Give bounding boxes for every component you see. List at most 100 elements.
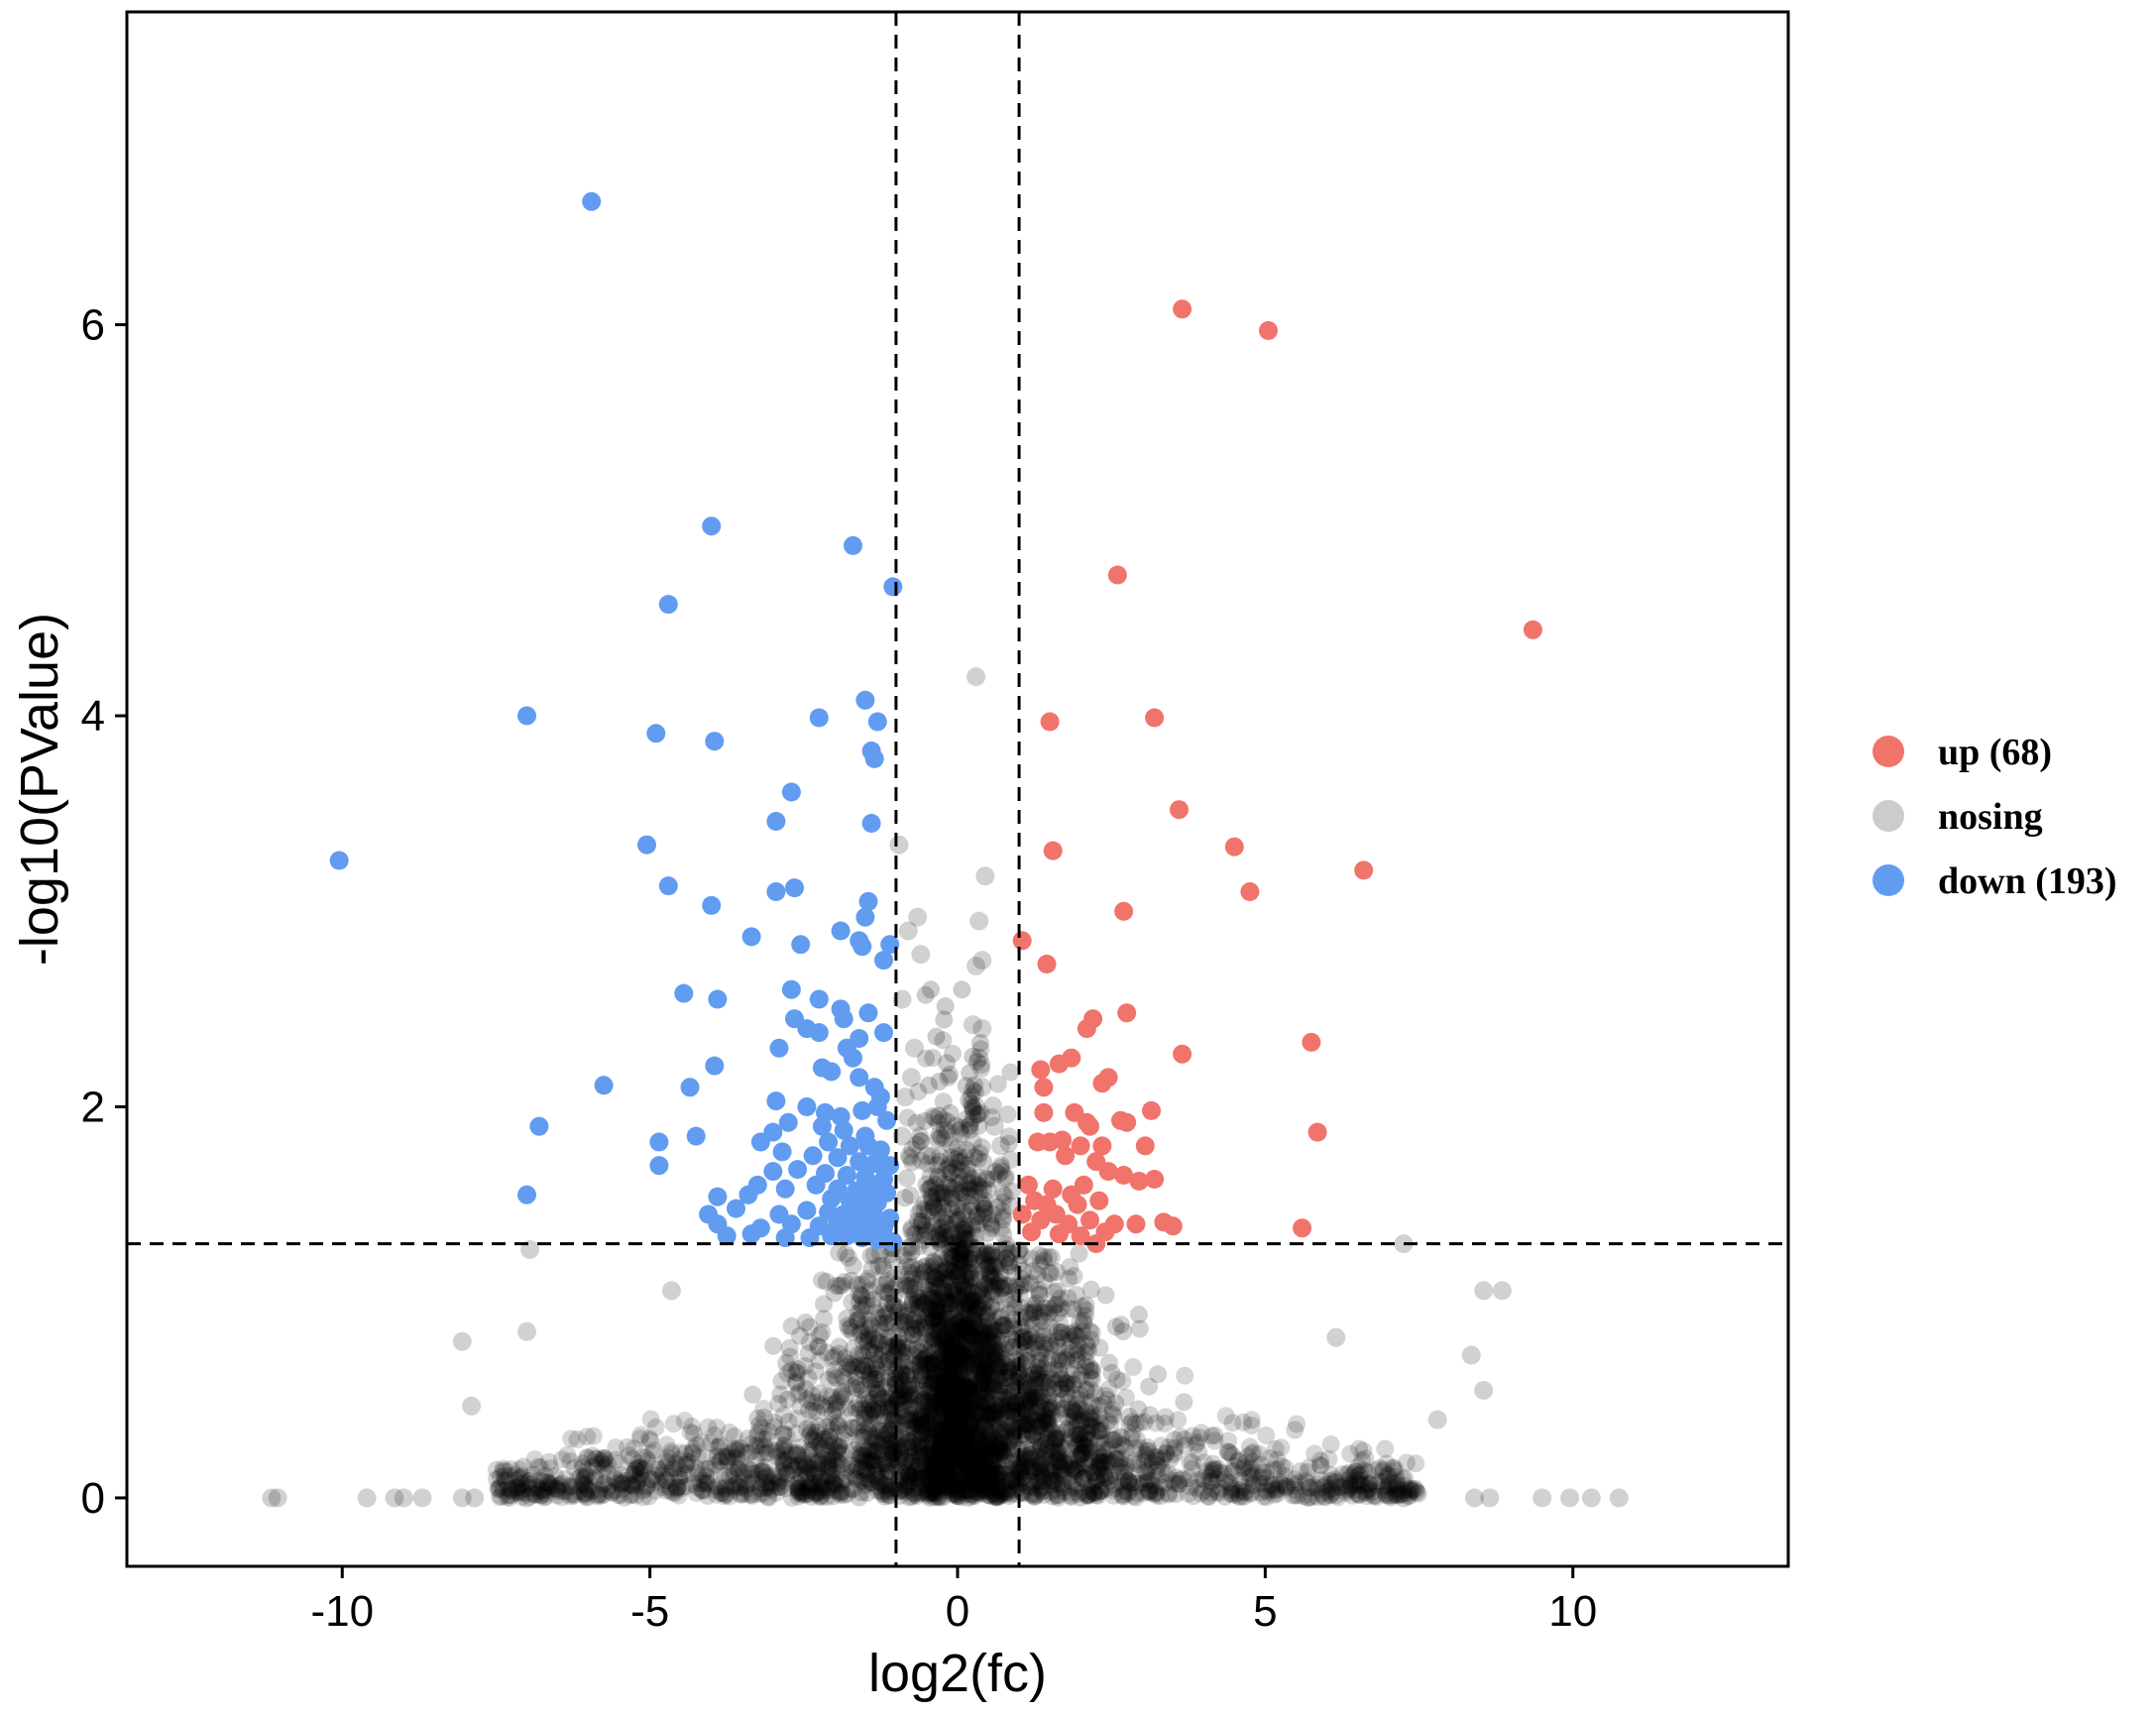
- nosing-cloud-point: [941, 1155, 960, 1173]
- nosing-cloud-point: [1030, 1286, 1049, 1305]
- nosing-cloud-point: [956, 1301, 974, 1318]
- nosing-cloud-point: [896, 1307, 914, 1325]
- up-point: [1022, 1222, 1041, 1242]
- nosing-cloud-point: [852, 1345, 871, 1363]
- nosing-cloud-point: [937, 1349, 956, 1368]
- nosing-cloud-point: [845, 1339, 862, 1358]
- nosing-cloud-point: [927, 1301, 946, 1318]
- nosing-cloud-point: [981, 1470, 1000, 1489]
- nosing-cloud-point: [1010, 1410, 1029, 1429]
- nosing-cloud-point: [1049, 1361, 1068, 1380]
- x-tick-label: -5: [630, 1587, 669, 1636]
- nosing-cloud-point: [1067, 1403, 1085, 1422]
- nosing-cloud-point: [920, 1405, 939, 1424]
- nosing-cloud-point: [976, 1354, 995, 1373]
- nosing-cloud-point: [945, 1386, 964, 1405]
- nosing-cloud-point: [834, 1454, 852, 1473]
- nosing-cloud-point: [865, 1370, 884, 1389]
- nosing-cloud-point: [1075, 1430, 1093, 1447]
- nosing-cloud-point: [985, 1339, 1004, 1358]
- nosing-cloud-point: [976, 1464, 995, 1483]
- nosing-cloud-point: [918, 1434, 936, 1453]
- nosing-point: [917, 1146, 937, 1166]
- nosing-cloud-point: [1055, 1399, 1074, 1418]
- nosing-cloud-point: [857, 1452, 876, 1470]
- nosing-cloud-point: [902, 1376, 921, 1395]
- nosing-cloud-point: [938, 1422, 957, 1440]
- nosing-cloud-point: [990, 1435, 1008, 1454]
- nosing-cloud-point: [1012, 1404, 1031, 1422]
- nosing-cloud-point: [899, 1377, 918, 1395]
- nosing-cloud-point: [1051, 1369, 1070, 1388]
- nosing-cloud-point: [947, 1325, 965, 1344]
- nosing-cloud-point: [1031, 1351, 1050, 1370]
- nosing-point: [1560, 1488, 1580, 1508]
- nosing-cloud-point: [1051, 1314, 1070, 1332]
- nosing-cloud-point: [868, 1450, 887, 1469]
- nosing-cloud-point: [1039, 1414, 1057, 1432]
- nosing-cloud-point: [972, 1388, 991, 1406]
- nosing-cloud-point: [907, 1319, 926, 1338]
- nosing-cloud-point: [998, 1402, 1016, 1420]
- nosing-cloud-point: [965, 1454, 983, 1473]
- nosing-cloud-point: [898, 1465, 917, 1484]
- nosing-cloud-point: [1032, 1482, 1051, 1501]
- nosing-cloud-point: [757, 1430, 776, 1448]
- nosing-cloud-point: [917, 1467, 936, 1486]
- nosing-cloud-point: [834, 1367, 852, 1386]
- nosing-cloud-point: [866, 1442, 885, 1461]
- nosing-cloud-point: [989, 1466, 1008, 1484]
- nosing-cloud-point: [952, 1424, 970, 1442]
- nosing-cloud-point: [817, 1272, 836, 1291]
- nosing-cloud-point: [909, 1435, 927, 1454]
- nosing-cloud-point: [906, 1390, 925, 1408]
- nosing-cloud-point: [932, 1419, 951, 1437]
- nosing-cloud-point: [831, 1387, 850, 1406]
- nosing-cloud-point: [942, 1416, 961, 1434]
- nosing-cloud-point: [956, 1428, 974, 1446]
- nosing-cloud-point: [1025, 1487, 1044, 1506]
- nosing-cloud-point: [1291, 1462, 1309, 1481]
- nosing-cloud-point: [804, 1452, 823, 1471]
- nosing-cloud-point: [978, 1255, 997, 1274]
- nosing-cloud-point: [920, 1485, 939, 1503]
- nosing-cloud-point: [1058, 1384, 1077, 1403]
- nosing-cloud-point: [919, 1343, 938, 1362]
- nosing-cloud-point: [937, 1398, 956, 1417]
- nosing-cloud-point: [1041, 1468, 1060, 1487]
- nosing-cloud-point: [1029, 1463, 1048, 1482]
- nosing-cloud-point: [852, 1446, 870, 1465]
- nosing-cloud-point: [843, 1293, 861, 1312]
- nosing-cloud-point: [946, 1384, 965, 1403]
- nosing-cloud-point: [880, 1462, 899, 1481]
- nosing-cloud-point: [997, 1483, 1016, 1502]
- nosing-cloud-point: [976, 1203, 994, 1222]
- nosing-cloud-point: [966, 1340, 985, 1359]
- nosing-cloud-point: [1045, 1283, 1064, 1302]
- nosing-cloud-point: [851, 1376, 869, 1395]
- nosing-cloud-point: [661, 1481, 680, 1500]
- nosing-cloud-point: [958, 1427, 976, 1444]
- nosing-cloud-point: [812, 1486, 831, 1505]
- nosing-cloud-point: [962, 1449, 980, 1468]
- nosing-cloud-point: [961, 1389, 979, 1408]
- nosing-cloud-point: [972, 1459, 990, 1478]
- nosing-cloud-point: [1106, 1394, 1125, 1413]
- nosing-cloud-point: [1025, 1334, 1044, 1353]
- nosing-cloud-point: [1071, 1426, 1089, 1444]
- nosing-cloud-point: [1034, 1320, 1053, 1339]
- nosing-cloud-point: [1024, 1386, 1043, 1405]
- nosing-cloud-point: [584, 1427, 603, 1445]
- nosing-cloud-point: [898, 1357, 917, 1376]
- nosing-cloud-point: [939, 1112, 957, 1131]
- up-point: [1053, 1130, 1072, 1150]
- nosing-cloud-point: [877, 1476, 895, 1495]
- nosing-cloud-point: [774, 1424, 793, 1442]
- nosing-cloud-point: [856, 1402, 874, 1421]
- nosing-cloud-point: [1038, 1430, 1057, 1448]
- nosing-cloud-point: [1073, 1444, 1091, 1463]
- nosing-cloud-point: [965, 1458, 983, 1477]
- nosing-cloud-point: [902, 1361, 921, 1379]
- nosing-cloud-point: [912, 1200, 931, 1218]
- nosing-cloud-point: [924, 1401, 943, 1420]
